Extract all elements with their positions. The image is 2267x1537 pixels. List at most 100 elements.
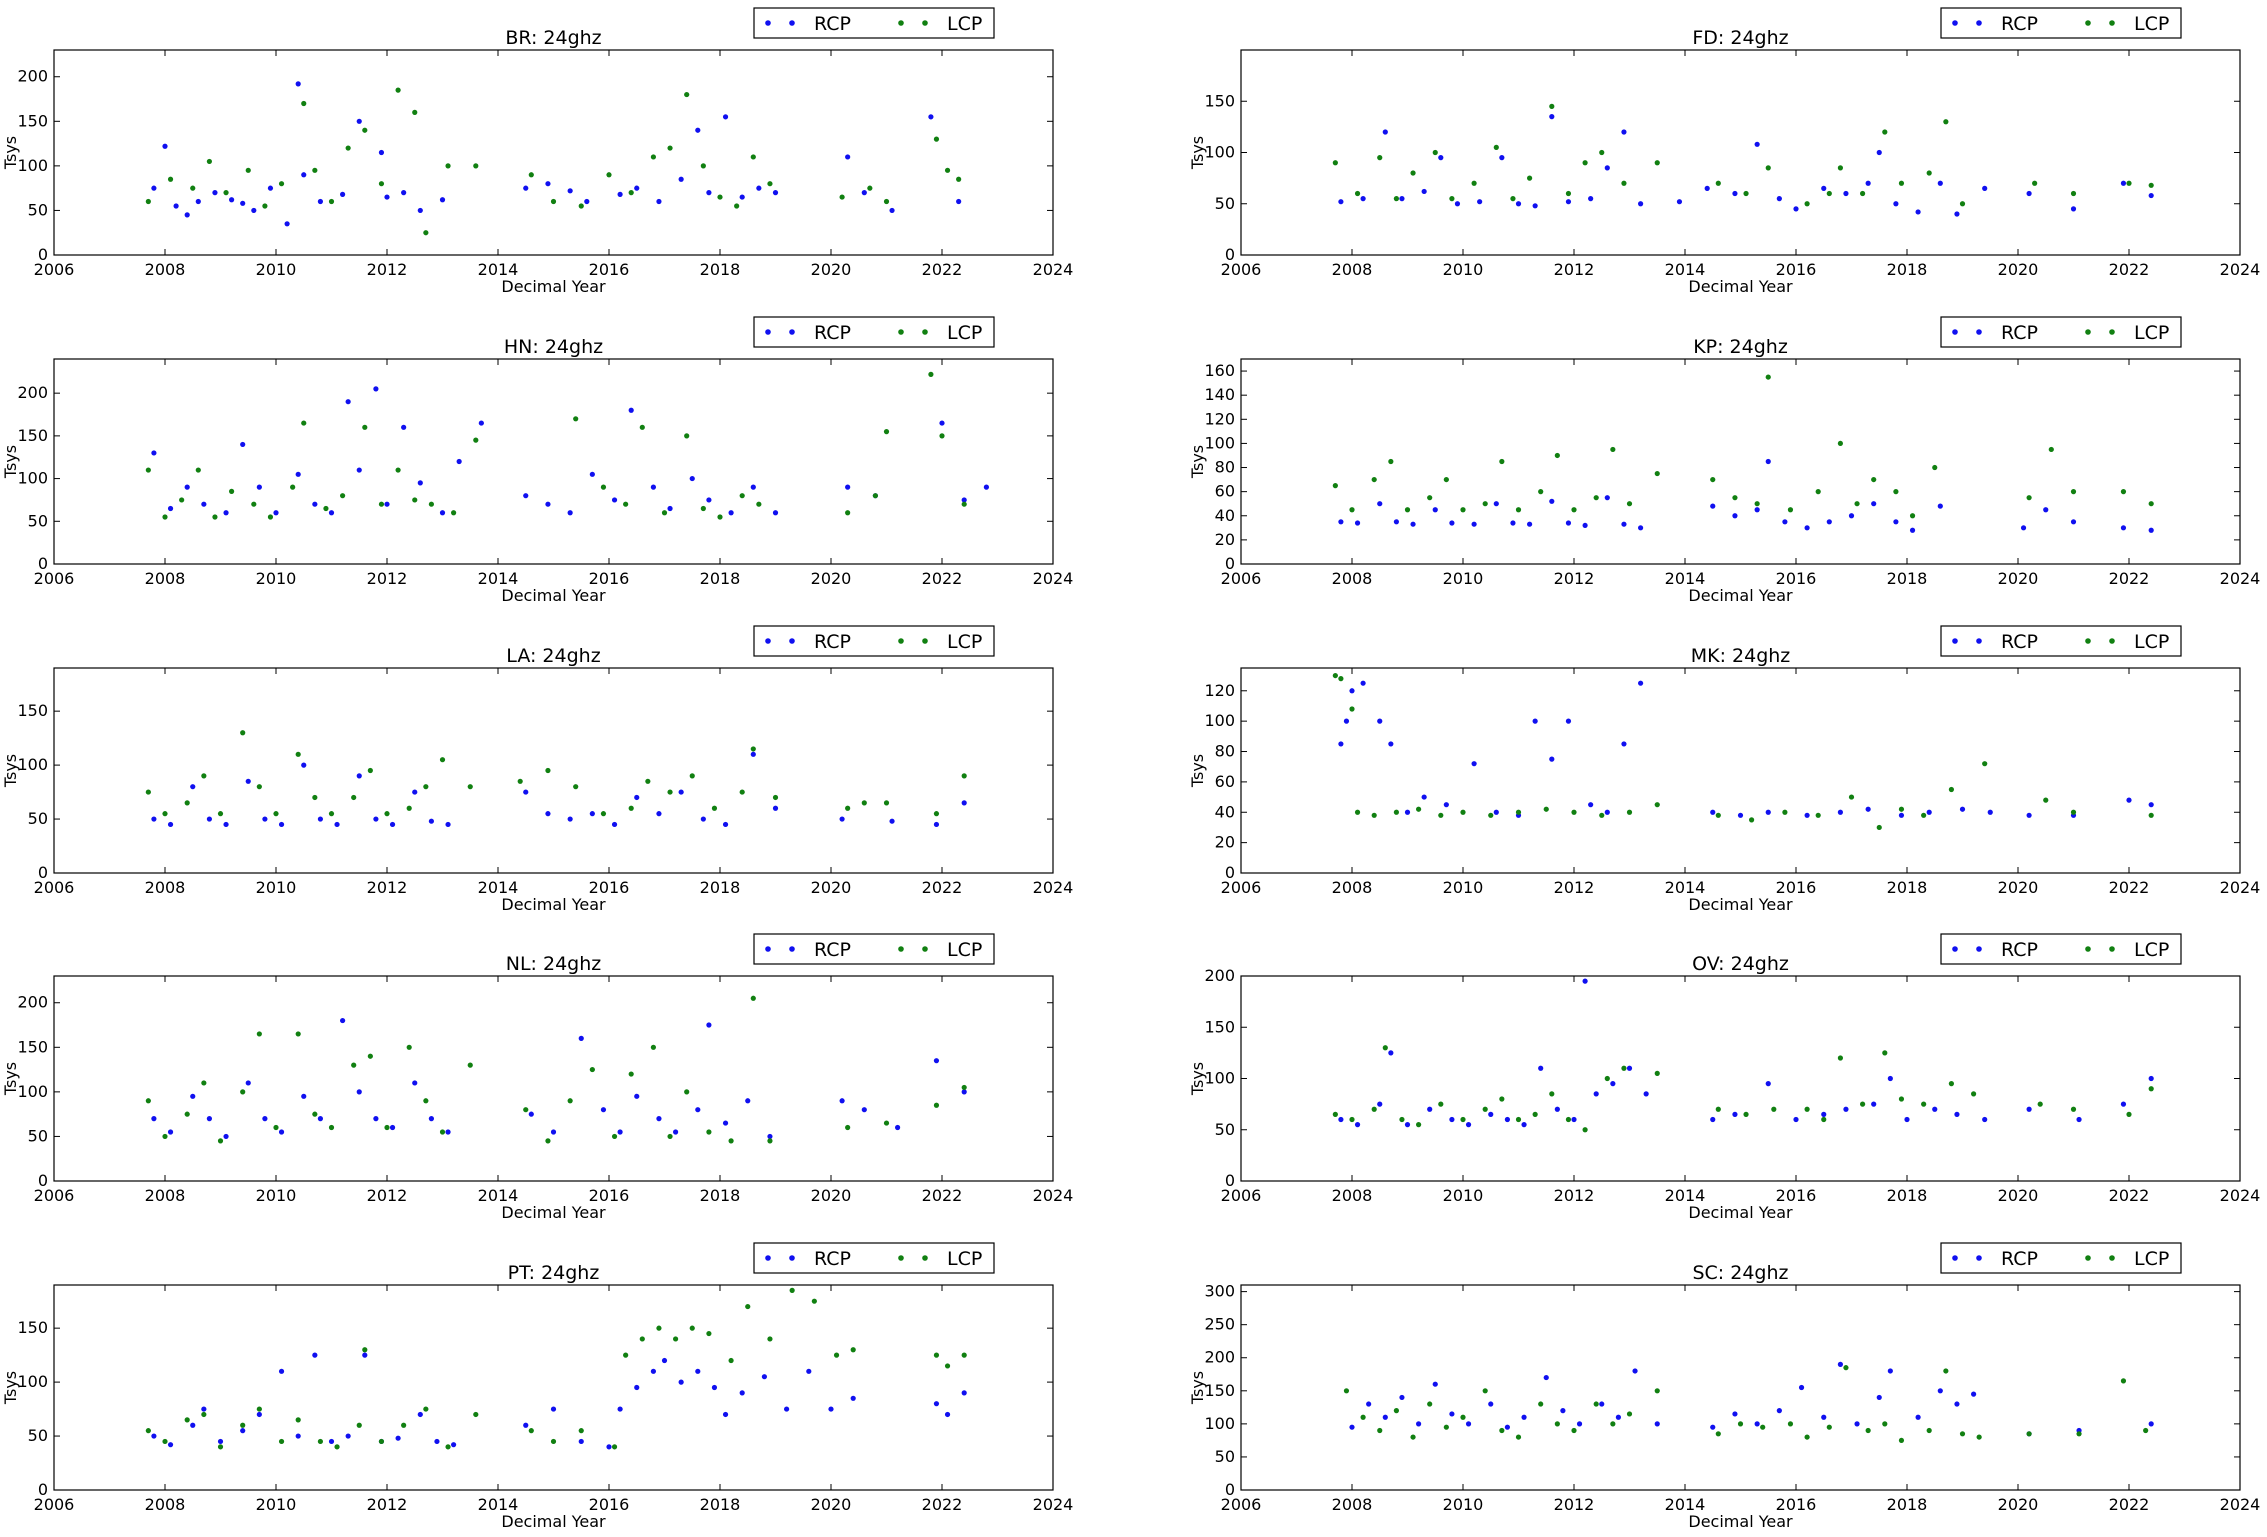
data-point-rcp bbox=[345, 399, 351, 405]
data-point-lcp bbox=[240, 730, 246, 736]
x-tick-label: 2006 bbox=[34, 569, 75, 588]
y-tick-label: 120 bbox=[1204, 409, 1235, 428]
data-point-lcp bbox=[162, 811, 168, 817]
data-point-lcp bbox=[1893, 489, 1899, 495]
data-point-rcp bbox=[1560, 1408, 1566, 1414]
x-tick-label: 2010 bbox=[256, 569, 297, 588]
data-point-lcp bbox=[1499, 458, 1505, 465]
data-point-lcp bbox=[623, 1352, 629, 1358]
data-point-lcp bbox=[750, 995, 756, 1001]
data-point-rcp bbox=[267, 185, 274, 191]
x-tick-label: 2008 bbox=[1332, 1186, 1373, 1205]
data-point-lcp bbox=[2143, 1427, 2149, 1434]
data-point-lcp bbox=[1943, 119, 1949, 125]
data-point-rcp bbox=[2126, 797, 2132, 803]
y-axis-label: Tsys bbox=[1188, 136, 1207, 170]
data-point-lcp bbox=[184, 800, 190, 806]
data-point-lcp bbox=[789, 1287, 795, 1293]
data-point-lcp bbox=[145, 789, 151, 795]
data-point-lcp bbox=[1460, 809, 1466, 815]
data-point-lcp bbox=[351, 1062, 357, 1068]
data-point-rcp bbox=[1710, 1424, 1716, 1430]
legend-label-lcp: LCP bbox=[2134, 1248, 2169, 1270]
legend-marker-rcp bbox=[1952, 20, 1958, 26]
data-point-rcp bbox=[1893, 201, 1899, 207]
data-point-rcp bbox=[312, 501, 318, 507]
legend-label-rcp: RCP bbox=[814, 322, 851, 344]
data-point-lcp bbox=[1948, 1081, 1954, 1087]
data-point-rcp bbox=[1349, 688, 1355, 694]
data-point-rcp bbox=[617, 191, 623, 197]
data-point-lcp bbox=[384, 811, 390, 817]
x-axis-label: Decimal Year bbox=[1688, 586, 1793, 605]
legend: RCP LCP bbox=[1940, 933, 2182, 965]
data-point-rcp bbox=[661, 1357, 668, 1364]
data-point-rcp bbox=[1826, 519, 1832, 525]
legend-marker-lcp bbox=[2085, 638, 2091, 644]
x-tick-label: 2020 bbox=[811, 260, 852, 279]
data-point-lcp bbox=[1787, 507, 1794, 513]
data-point-lcp bbox=[861, 800, 867, 806]
data-point-rcp bbox=[1937, 503, 1943, 509]
data-point-lcp bbox=[961, 501, 967, 507]
data-point-rcp bbox=[1982, 185, 1988, 191]
data-point-rcp bbox=[1388, 1050, 1394, 1056]
data-point-lcp bbox=[833, 1352, 840, 1358]
data-point-rcp bbox=[373, 816, 379, 822]
data-point-lcp bbox=[1393, 809, 1399, 815]
data-point-rcp bbox=[1493, 501, 1499, 507]
data-point-lcp bbox=[473, 437, 479, 443]
data-point-rcp bbox=[190, 784, 196, 790]
x-tick-label: 2014 bbox=[478, 1495, 519, 1514]
legend: RCP LCP bbox=[1940, 316, 2182, 348]
data-point-lcp bbox=[956, 176, 962, 182]
data-point-rcp bbox=[428, 818, 434, 824]
plot-area bbox=[53, 975, 1054, 1182]
y-tick-label: 0 bbox=[38, 554, 48, 573]
data-point-lcp bbox=[1604, 1075, 1610, 1082]
data-point-rcp bbox=[1532, 718, 1538, 724]
legend-marker-rcp bbox=[789, 946, 795, 952]
plot-area bbox=[1240, 358, 2241, 565]
chart-title: KP: 24ghz bbox=[1693, 336, 1788, 358]
y-tick-label: 50 bbox=[28, 1126, 48, 1145]
data-point-lcp bbox=[295, 1417, 301, 1423]
data-point-rcp bbox=[301, 1093, 307, 1099]
legend-marker-rcp bbox=[1976, 329, 1982, 335]
data-point-rcp bbox=[151, 816, 157, 822]
x-tick-label: 2016 bbox=[1776, 1186, 1817, 1205]
data-point-lcp bbox=[673, 1336, 679, 1342]
data-point-rcp bbox=[523, 493, 529, 499]
data-point-lcp bbox=[184, 1417, 190, 1423]
data-point-rcp bbox=[961, 497, 967, 503]
y-tick-label: 100 bbox=[17, 1372, 48, 1391]
data-point-rcp bbox=[706, 190, 712, 196]
data-point-lcp bbox=[750, 746, 756, 752]
chart-panel-mk: 2006 2008 2010 2012 2014 2016 2018 2020 2022 2024… bbox=[1188, 625, 2260, 914]
data-point-lcp bbox=[1948, 786, 1954, 793]
x-tick-label: 2018 bbox=[1887, 260, 1928, 279]
data-point-lcp bbox=[1482, 1388, 1488, 1394]
data-point-lcp bbox=[273, 811, 279, 817]
data-point-rcp bbox=[1565, 718, 1572, 724]
x-tick-label: 2022 bbox=[2109, 1186, 2150, 1205]
data-point-lcp bbox=[1538, 1401, 1544, 1407]
data-point-lcp bbox=[179, 497, 185, 503]
data-point-lcp bbox=[301, 100, 307, 107]
data-point-lcp bbox=[517, 778, 523, 784]
data-point-rcp bbox=[240, 200, 246, 206]
data-point-lcp bbox=[739, 789, 745, 795]
y-tick-label: 100 bbox=[1204, 143, 1235, 162]
x-tick-label: 2022 bbox=[2109, 878, 2150, 897]
x-tick-label: 2006 bbox=[34, 878, 75, 897]
data-point-lcp bbox=[445, 1444, 451, 1450]
x-tick-label: 2024 bbox=[2220, 1186, 2261, 1205]
data-point-rcp bbox=[845, 154, 851, 160]
data-point-lcp bbox=[756, 501, 762, 507]
data-point-rcp bbox=[2043, 507, 2049, 513]
chart-panel-nl: 2006 2008 2010 2012 2014 2016 2018 2020 2022 2024… bbox=[1, 933, 1073, 1222]
data-point-lcp bbox=[473, 163, 479, 169]
data-point-lcp bbox=[467, 1062, 473, 1068]
data-point-lcp bbox=[623, 501, 629, 507]
data-point-rcp bbox=[456, 458, 462, 465]
